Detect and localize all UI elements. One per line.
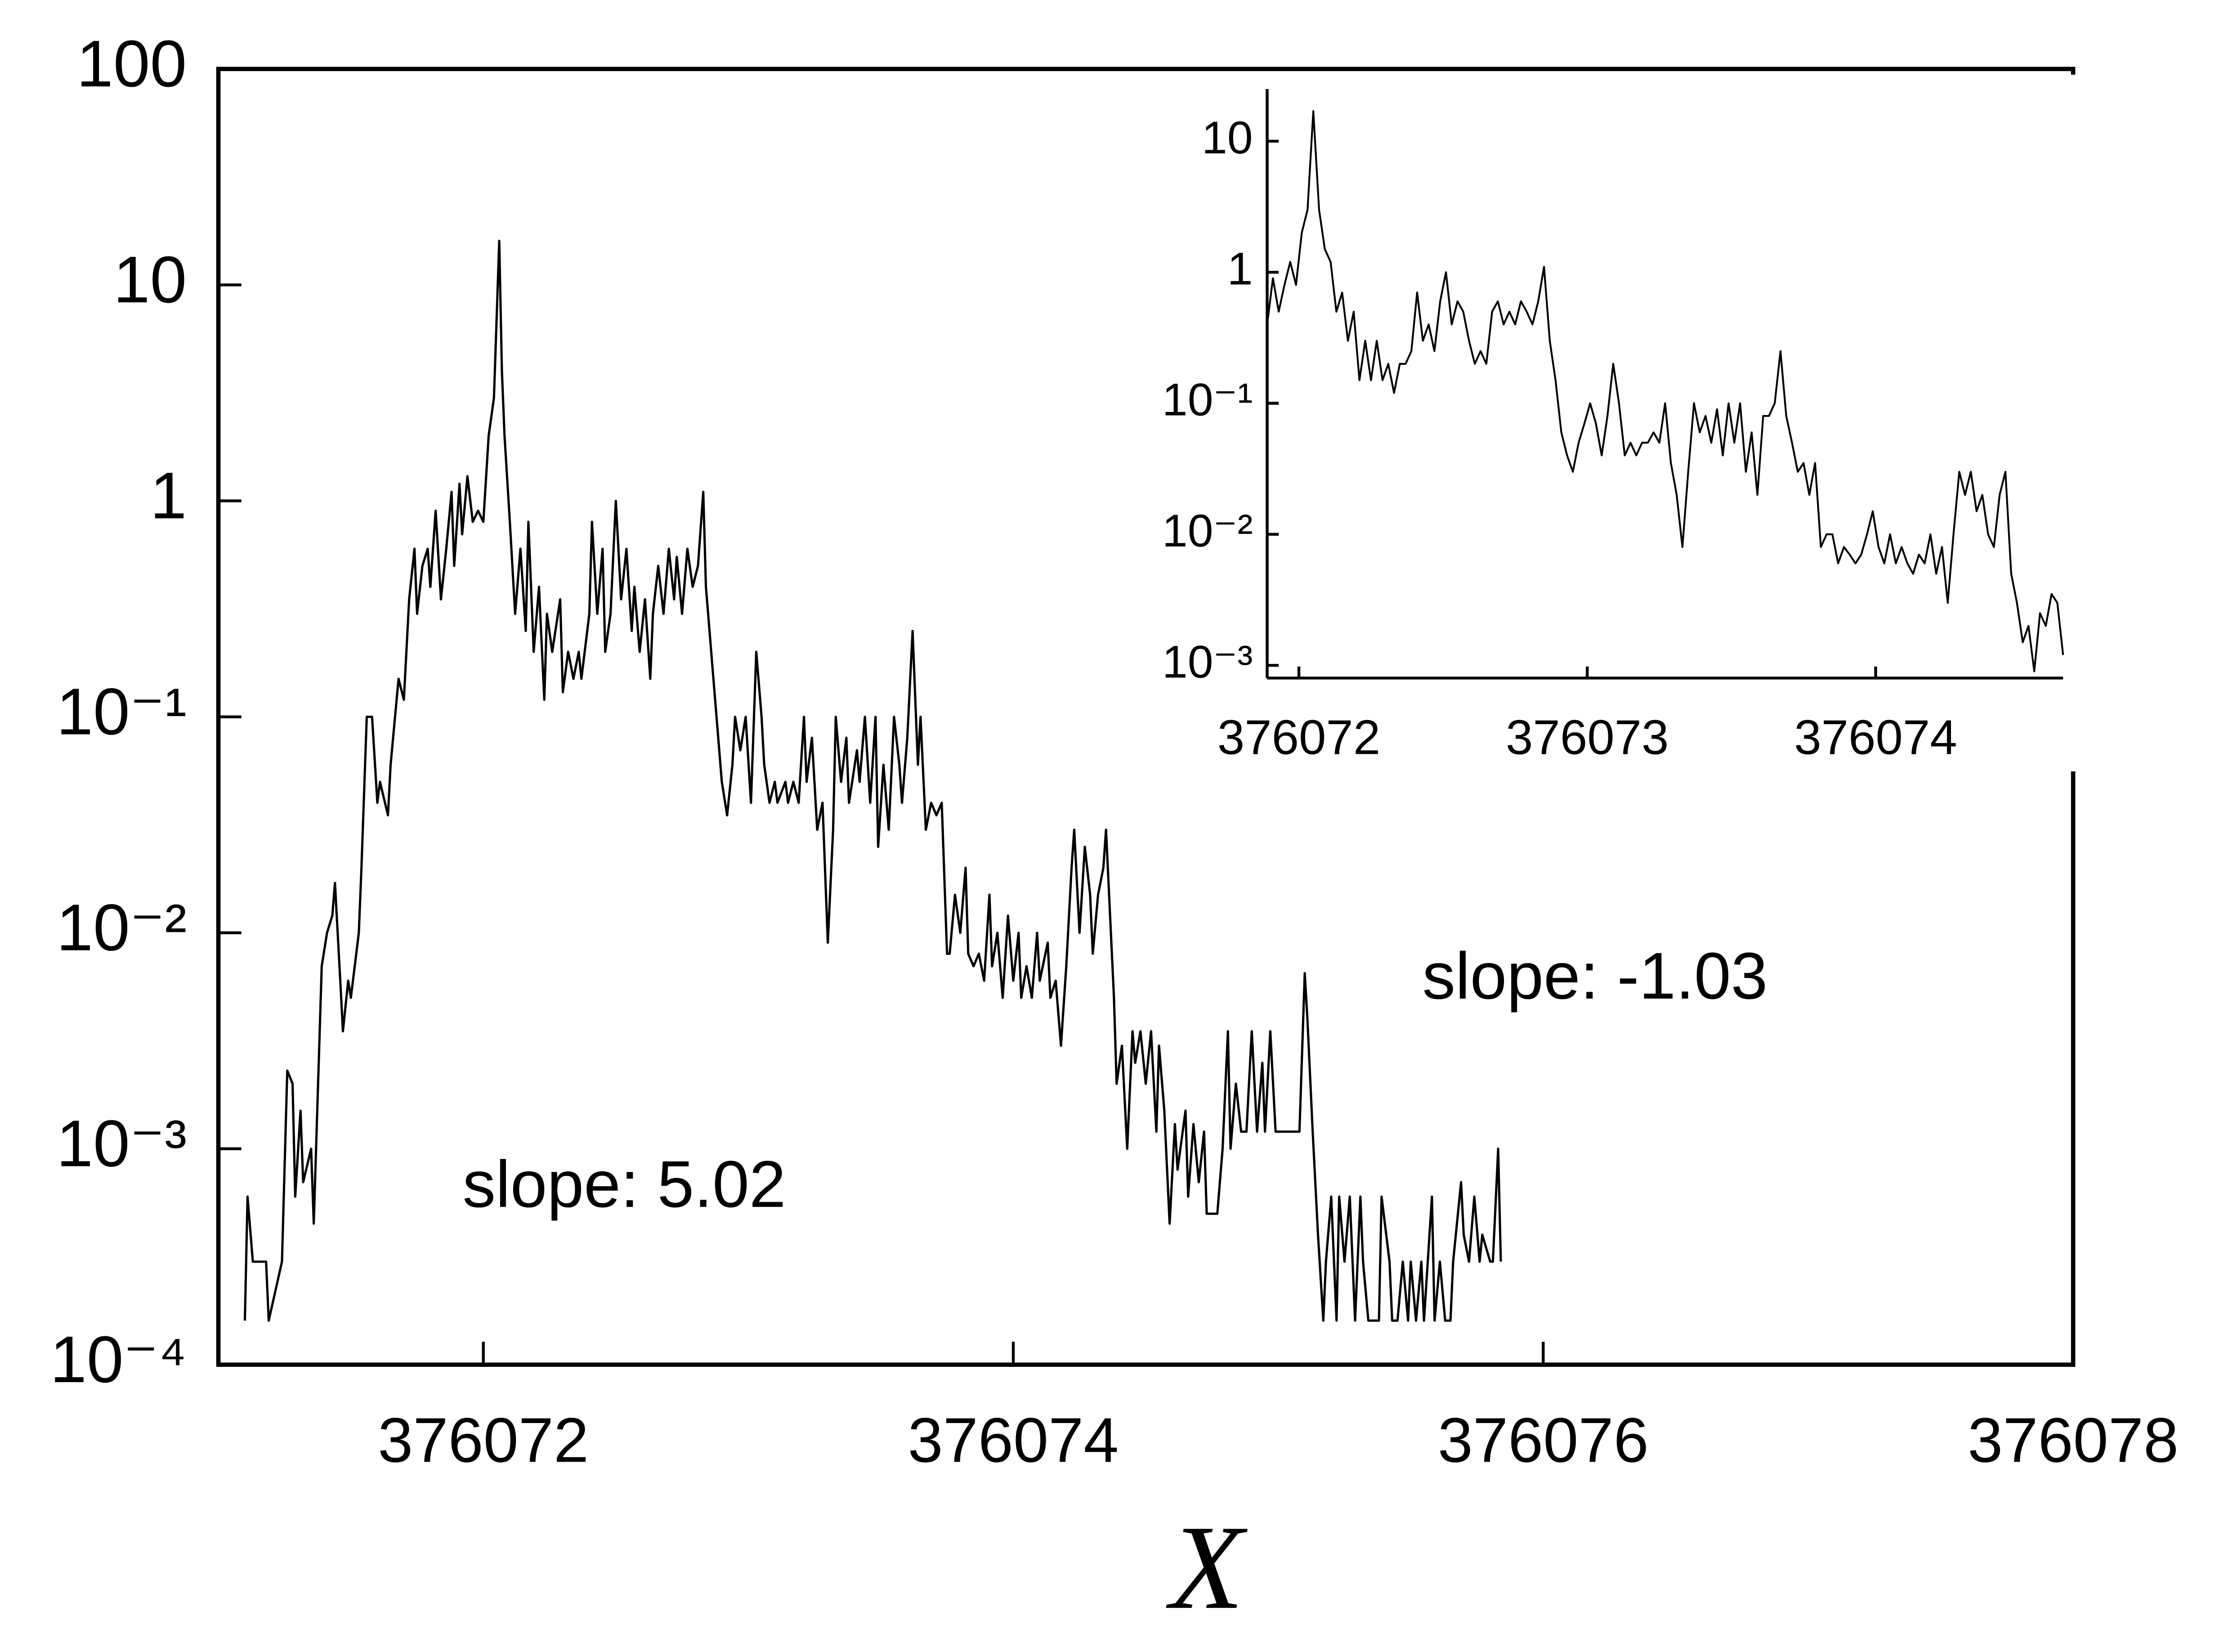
y-tick-label: 10: [113, 243, 187, 317]
y-tick-label: 10⁻¹: [1162, 374, 1253, 425]
x-tick-label: 376074: [1794, 711, 1957, 765]
y-tick-label: 1: [1227, 242, 1253, 294]
y-tick-label: 1: [150, 459, 187, 533]
y-tick-label: 10⁻²: [56, 891, 187, 965]
y-tick-label: 100: [76, 27, 187, 101]
x-tick-label: 376076: [1438, 1405, 1649, 1475]
annotation: slope: -1.03: [1423, 939, 1768, 1013]
x-tick-label: 376072: [1217, 711, 1380, 765]
inset-background: [1181, 75, 2078, 772]
x-tick-label: 376078: [1968, 1405, 2179, 1475]
y-tick-label: 10: [1202, 112, 1253, 163]
y-tick-label: 10⁻³: [56, 1107, 187, 1181]
x-tick-label: 376074: [908, 1405, 1119, 1475]
y-tick-label: 10⁻⁴: [50, 1323, 187, 1397]
data-line: [1266, 110, 2064, 672]
x-tick-label: 376073: [1506, 711, 1669, 765]
data-line: [243, 239, 1502, 1322]
y-tick-label: 10⁻³: [1162, 636, 1253, 687]
x-axis-label: X: [1164, 1501, 1249, 1634]
annotation: slope: 5.02: [463, 1147, 786, 1221]
y-tick-label: 10⁻²: [1162, 505, 1253, 556]
x-tick-label: 376072: [378, 1405, 589, 1475]
y-tick-label: 10⁻¹: [56, 675, 187, 749]
